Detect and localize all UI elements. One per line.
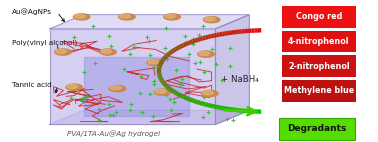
Circle shape [155, 89, 166, 93]
FancyBboxPatch shape [282, 31, 356, 52]
Text: + NaBH₄: + NaBH₄ [221, 75, 259, 84]
Circle shape [199, 51, 209, 55]
Text: Tannic acid: Tannic acid [12, 82, 52, 88]
Circle shape [74, 14, 85, 18]
Text: Congo red: Congo red [296, 12, 342, 21]
Circle shape [109, 85, 126, 92]
Circle shape [67, 84, 77, 88]
Text: Degradants: Degradants [287, 124, 347, 133]
Polygon shape [50, 110, 249, 124]
Circle shape [203, 91, 213, 95]
Circle shape [203, 17, 220, 23]
Circle shape [164, 14, 180, 20]
Circle shape [201, 90, 218, 97]
Circle shape [100, 49, 116, 55]
Circle shape [110, 86, 121, 90]
Circle shape [119, 14, 135, 20]
Text: Au@AgNPs: Au@AgNPs [12, 9, 52, 15]
Circle shape [73, 14, 90, 20]
Circle shape [154, 89, 171, 95]
Circle shape [165, 14, 175, 18]
FancyBboxPatch shape [282, 55, 356, 77]
FancyBboxPatch shape [282, 80, 356, 102]
Circle shape [198, 51, 214, 57]
Text: PVA/1TA-Au@Ag hydrogel: PVA/1TA-Au@Ag hydrogel [67, 130, 160, 137]
Circle shape [56, 49, 66, 53]
Circle shape [204, 17, 215, 21]
Polygon shape [50, 29, 215, 124]
Polygon shape [215, 15, 249, 124]
Text: 4-nitrophenol: 4-nitrophenol [288, 37, 350, 46]
Circle shape [119, 14, 130, 18]
Circle shape [54, 49, 71, 55]
Circle shape [66, 84, 82, 90]
Polygon shape [84, 57, 189, 116]
Text: Poly(vinyl alcohol): Poly(vinyl alcohol) [12, 40, 77, 46]
Text: 2-nitrophenol: 2-nitrophenol [288, 62, 350, 71]
FancyBboxPatch shape [279, 118, 355, 140]
FancyBboxPatch shape [282, 6, 356, 28]
Circle shape [147, 59, 163, 66]
Polygon shape [50, 15, 249, 29]
Text: Methylene blue: Methylene blue [284, 86, 354, 95]
Circle shape [148, 60, 159, 64]
Circle shape [101, 49, 112, 53]
